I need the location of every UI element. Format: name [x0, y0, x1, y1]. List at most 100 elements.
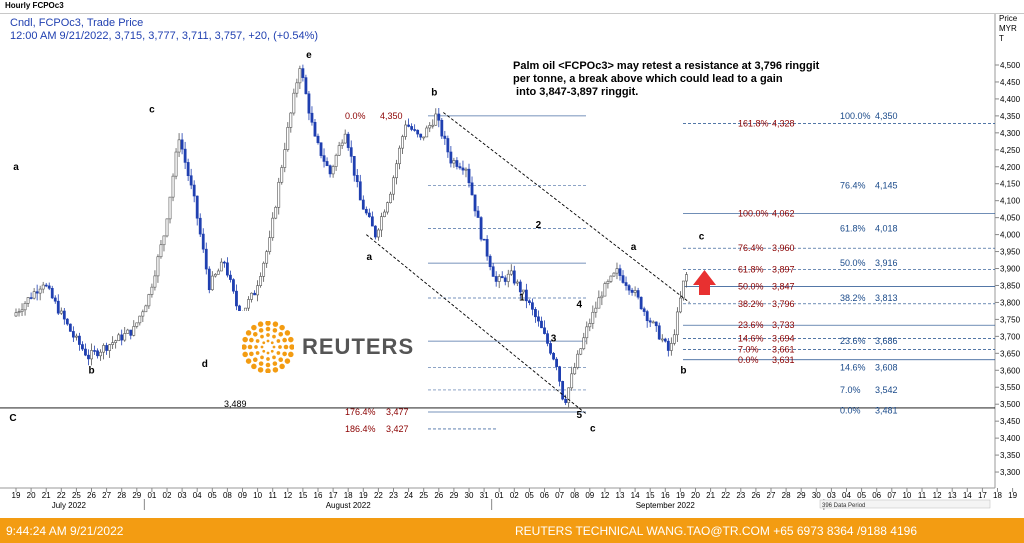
candle-body [343, 133, 347, 144]
candle-body [627, 285, 631, 291]
wave-label: d [202, 359, 208, 370]
candle-body [259, 276, 263, 286]
candle-body [322, 155, 326, 162]
price-tick-label: 3,900 [1000, 265, 1021, 274]
logo-dot [242, 336, 248, 343]
candle-body [65, 318, 69, 325]
candle-body [144, 305, 148, 313]
candle-body [473, 194, 477, 212]
time-tick-label: 26 [434, 491, 443, 500]
candle-body [198, 217, 202, 235]
time-tick-label: 30 [465, 491, 474, 500]
price-tick-label: 3,400 [1000, 434, 1021, 443]
candle-body [678, 297, 682, 313]
fib-projection-value: 3,897 [772, 265, 795, 275]
logo-dot [279, 324, 285, 331]
candle-body [657, 325, 661, 340]
candle-body [615, 268, 619, 274]
fib-projection-value: 3,631 [772, 355, 795, 365]
time-tick-label: 20 [691, 491, 700, 500]
time-tick-label: 14 [963, 491, 972, 500]
price-axis-label-unit: T [999, 34, 1004, 43]
time-tick-label: 12 [600, 491, 609, 500]
candle-body [518, 281, 522, 293]
candle-body [621, 275, 625, 283]
fib-retrace-percent: 76.4% [840, 180, 866, 190]
logo-dot [276, 339, 281, 343]
time-tick-label: 29 [449, 491, 458, 500]
candle-body [636, 290, 640, 298]
candle-body [597, 297, 601, 309]
candle-body [274, 207, 278, 219]
price-tick-label: 3,350 [1000, 451, 1021, 460]
candle-body [156, 256, 160, 277]
candle-body [159, 244, 163, 258]
candle-body [440, 119, 444, 137]
time-tick-label: 02 [510, 491, 519, 500]
candle-body [174, 151, 178, 177]
logo-dot [276, 351, 281, 355]
time-tick-label: 26 [751, 491, 760, 500]
candle-body [434, 113, 438, 126]
candle-body [35, 291, 39, 294]
candle-body [663, 338, 667, 342]
logo-dot [245, 358, 252, 364]
time-tick-label: 31 [480, 491, 489, 500]
logo-dot [249, 351, 254, 357]
fib-left-percent: 186.4% [345, 424, 376, 434]
time-tick-label: 22 [721, 491, 730, 500]
candle-body [503, 277, 507, 282]
time-tick-label: 22 [374, 491, 383, 500]
candle-body [633, 290, 637, 293]
price-tick-label: 4,350 [1000, 112, 1021, 121]
candle-body [346, 133, 350, 148]
candle-body [14, 312, 18, 317]
candle-body [413, 129, 417, 131]
candle-body [265, 251, 269, 264]
price-tick-label: 3,600 [1000, 366, 1021, 375]
candle-body [515, 281, 519, 284]
price-tick-label: 3,300 [1000, 468, 1021, 477]
logo-dot [258, 328, 264, 333]
time-tick-label: 01 [495, 491, 504, 500]
logo-dot [270, 349, 274, 353]
logo-dot [284, 358, 291, 364]
candle-body [283, 149, 287, 168]
logo-dot [288, 351, 294, 358]
price-tick-label: 3,650 [1000, 349, 1021, 358]
time-tick-label: 24 [404, 491, 413, 500]
candle-body [26, 297, 30, 304]
price-tick-label: 3,450 [1000, 417, 1021, 426]
candle-body [262, 262, 266, 277]
logo-dot [251, 363, 257, 370]
logo-dot [272, 328, 278, 333]
candle-body [485, 239, 489, 257]
logo-dot [279, 363, 285, 370]
price-tick-label: 4,250 [1000, 146, 1021, 155]
month-label: August 2022 [326, 501, 371, 510]
time-tick-label: 02 [163, 491, 172, 500]
fib-projection-value: 3,694 [772, 333, 795, 343]
logo-dot [266, 357, 270, 361]
logo-dot [258, 361, 264, 366]
candle-body [50, 288, 54, 299]
candle-body [600, 295, 604, 299]
candle-body [367, 212, 371, 218]
price-tick-label: 4,150 [1000, 180, 1021, 189]
time-tick-label: 30 [812, 491, 821, 500]
time-tick-label: 11 [269, 491, 278, 500]
trend-channel-upper [443, 112, 690, 303]
candle-body [425, 127, 429, 138]
wave-label: b [680, 366, 686, 377]
grid-layer: 3,489 [0, 399, 995, 409]
logo-dot [260, 355, 264, 360]
window-title: Hourly FCPOc3 [5, 1, 64, 10]
candle-body [428, 125, 432, 129]
candle-body [675, 311, 679, 336]
logo-dot [289, 344, 294, 350]
candle-body [213, 274, 217, 277]
candle-body [201, 233, 205, 250]
price-tick-label: 3,800 [1000, 298, 1021, 307]
chart-background [0, 14, 1024, 518]
candle-body [555, 358, 558, 367]
